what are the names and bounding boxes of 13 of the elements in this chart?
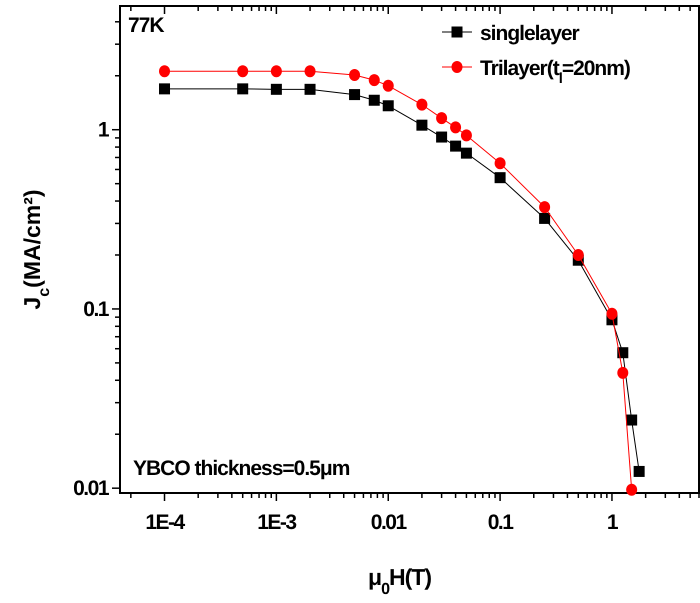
x-tick-label: 0.01 [370,511,408,534]
y-tick-label: 0.1 [83,298,110,321]
x-tick-label: 1E-4 [145,511,186,534]
legend-label: singlelayer [480,22,580,45]
x-tick-label: 1E-3 [257,511,296,534]
y-tick-label: 0.01 [73,477,110,500]
annotation: YBCO thickness=0.5μm [133,457,350,480]
legend-label: Trilayer(t$_{l}$=20nm) [480,57,630,87]
x-tick-label: 0.1 [488,511,514,534]
annotation: 77K [128,14,164,37]
x-tick-label: 1 [606,511,619,534]
x-axis-title: μ$_{0}$H(T) [368,564,432,598]
y-tick-label: 1 [98,118,110,142]
